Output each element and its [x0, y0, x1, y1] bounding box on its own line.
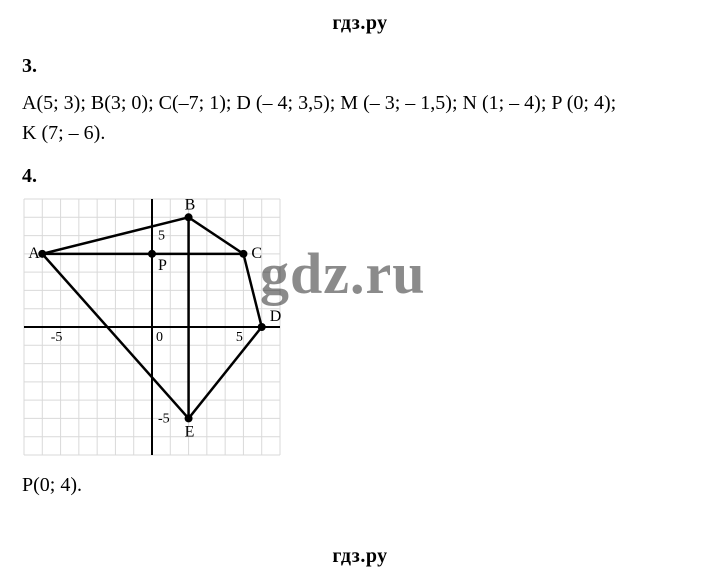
problem-3-line-2: K (7; – 6).: [22, 118, 702, 148]
problem-3-number: 3.: [22, 55, 37, 78]
site-name-top: гдз.ру: [0, 12, 720, 35]
svg-text:-5: -5: [51, 330, 63, 345]
watermark: gdz.ru: [260, 240, 426, 307]
svg-text:D: D: [270, 308, 282, 325]
svg-text:5: 5: [236, 330, 243, 345]
problem-4-chart: -5 0 5 -5 5 A B C D E P: [20, 195, 284, 459]
site-name-bottom: гдз.ру: [0, 545, 720, 568]
svg-text:B: B: [185, 196, 196, 213]
problem-4-number: 4.: [22, 165, 37, 188]
chart-svg: -5 0 5 -5 5 A B C D E P: [20, 195, 284, 459]
svg-text:E: E: [185, 423, 195, 440]
problem-3-line-1: A(5; 3); B(3; 0); C(–7; 1); D (– 4; 3,5)…: [22, 88, 702, 118]
page-container: гдз.ру 3. A(5; 3); B(3; 0); C(–7; 1); D …: [0, 0, 720, 582]
svg-text:-5: -5: [158, 411, 170, 426]
svg-text:0: 0: [156, 330, 163, 345]
svg-text:5: 5: [158, 229, 165, 244]
svg-text:P: P: [158, 257, 167, 274]
svg-text:A: A: [28, 245, 40, 262]
svg-text:C: C: [251, 245, 262, 262]
problem-4-answer: P(0; 4).: [22, 470, 82, 500]
